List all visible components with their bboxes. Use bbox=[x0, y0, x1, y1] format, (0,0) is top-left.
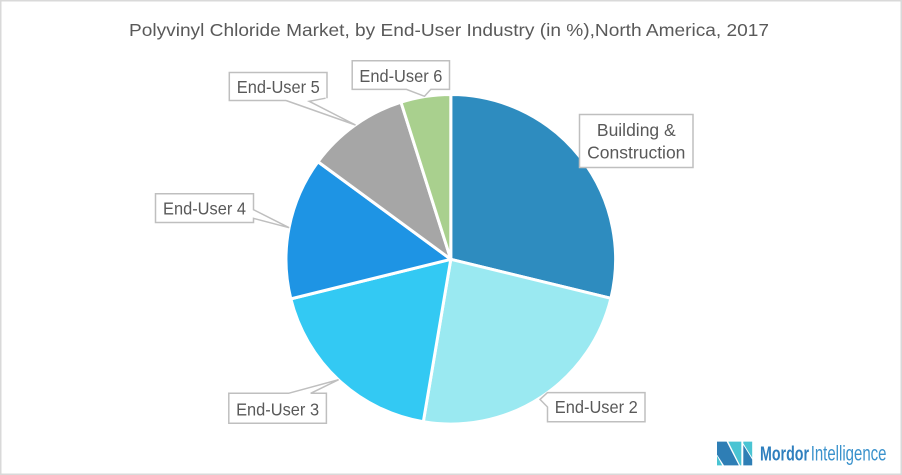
svg-text:Mordor: Mordor bbox=[760, 443, 809, 466]
svg-text:End-User 2: End-User 2 bbox=[555, 397, 638, 417]
svg-text:Intelligence: Intelligence bbox=[811, 442, 887, 466]
svg-text:End-User 4: End-User 4 bbox=[163, 198, 246, 218]
svg-text:End-User 6: End-User 6 bbox=[359, 66, 442, 86]
svg-text:End-User 3: End-User 3 bbox=[236, 399, 319, 419]
svg-text:Building &: Building & bbox=[597, 120, 676, 140]
svg-text:End-User 5: End-User 5 bbox=[237, 77, 320, 97]
svg-text:Construction: Construction bbox=[587, 143, 685, 163]
svg-text:Polyvinyl Chloride Market, by: Polyvinyl Chloride Market, by End-User I… bbox=[129, 20, 769, 40]
